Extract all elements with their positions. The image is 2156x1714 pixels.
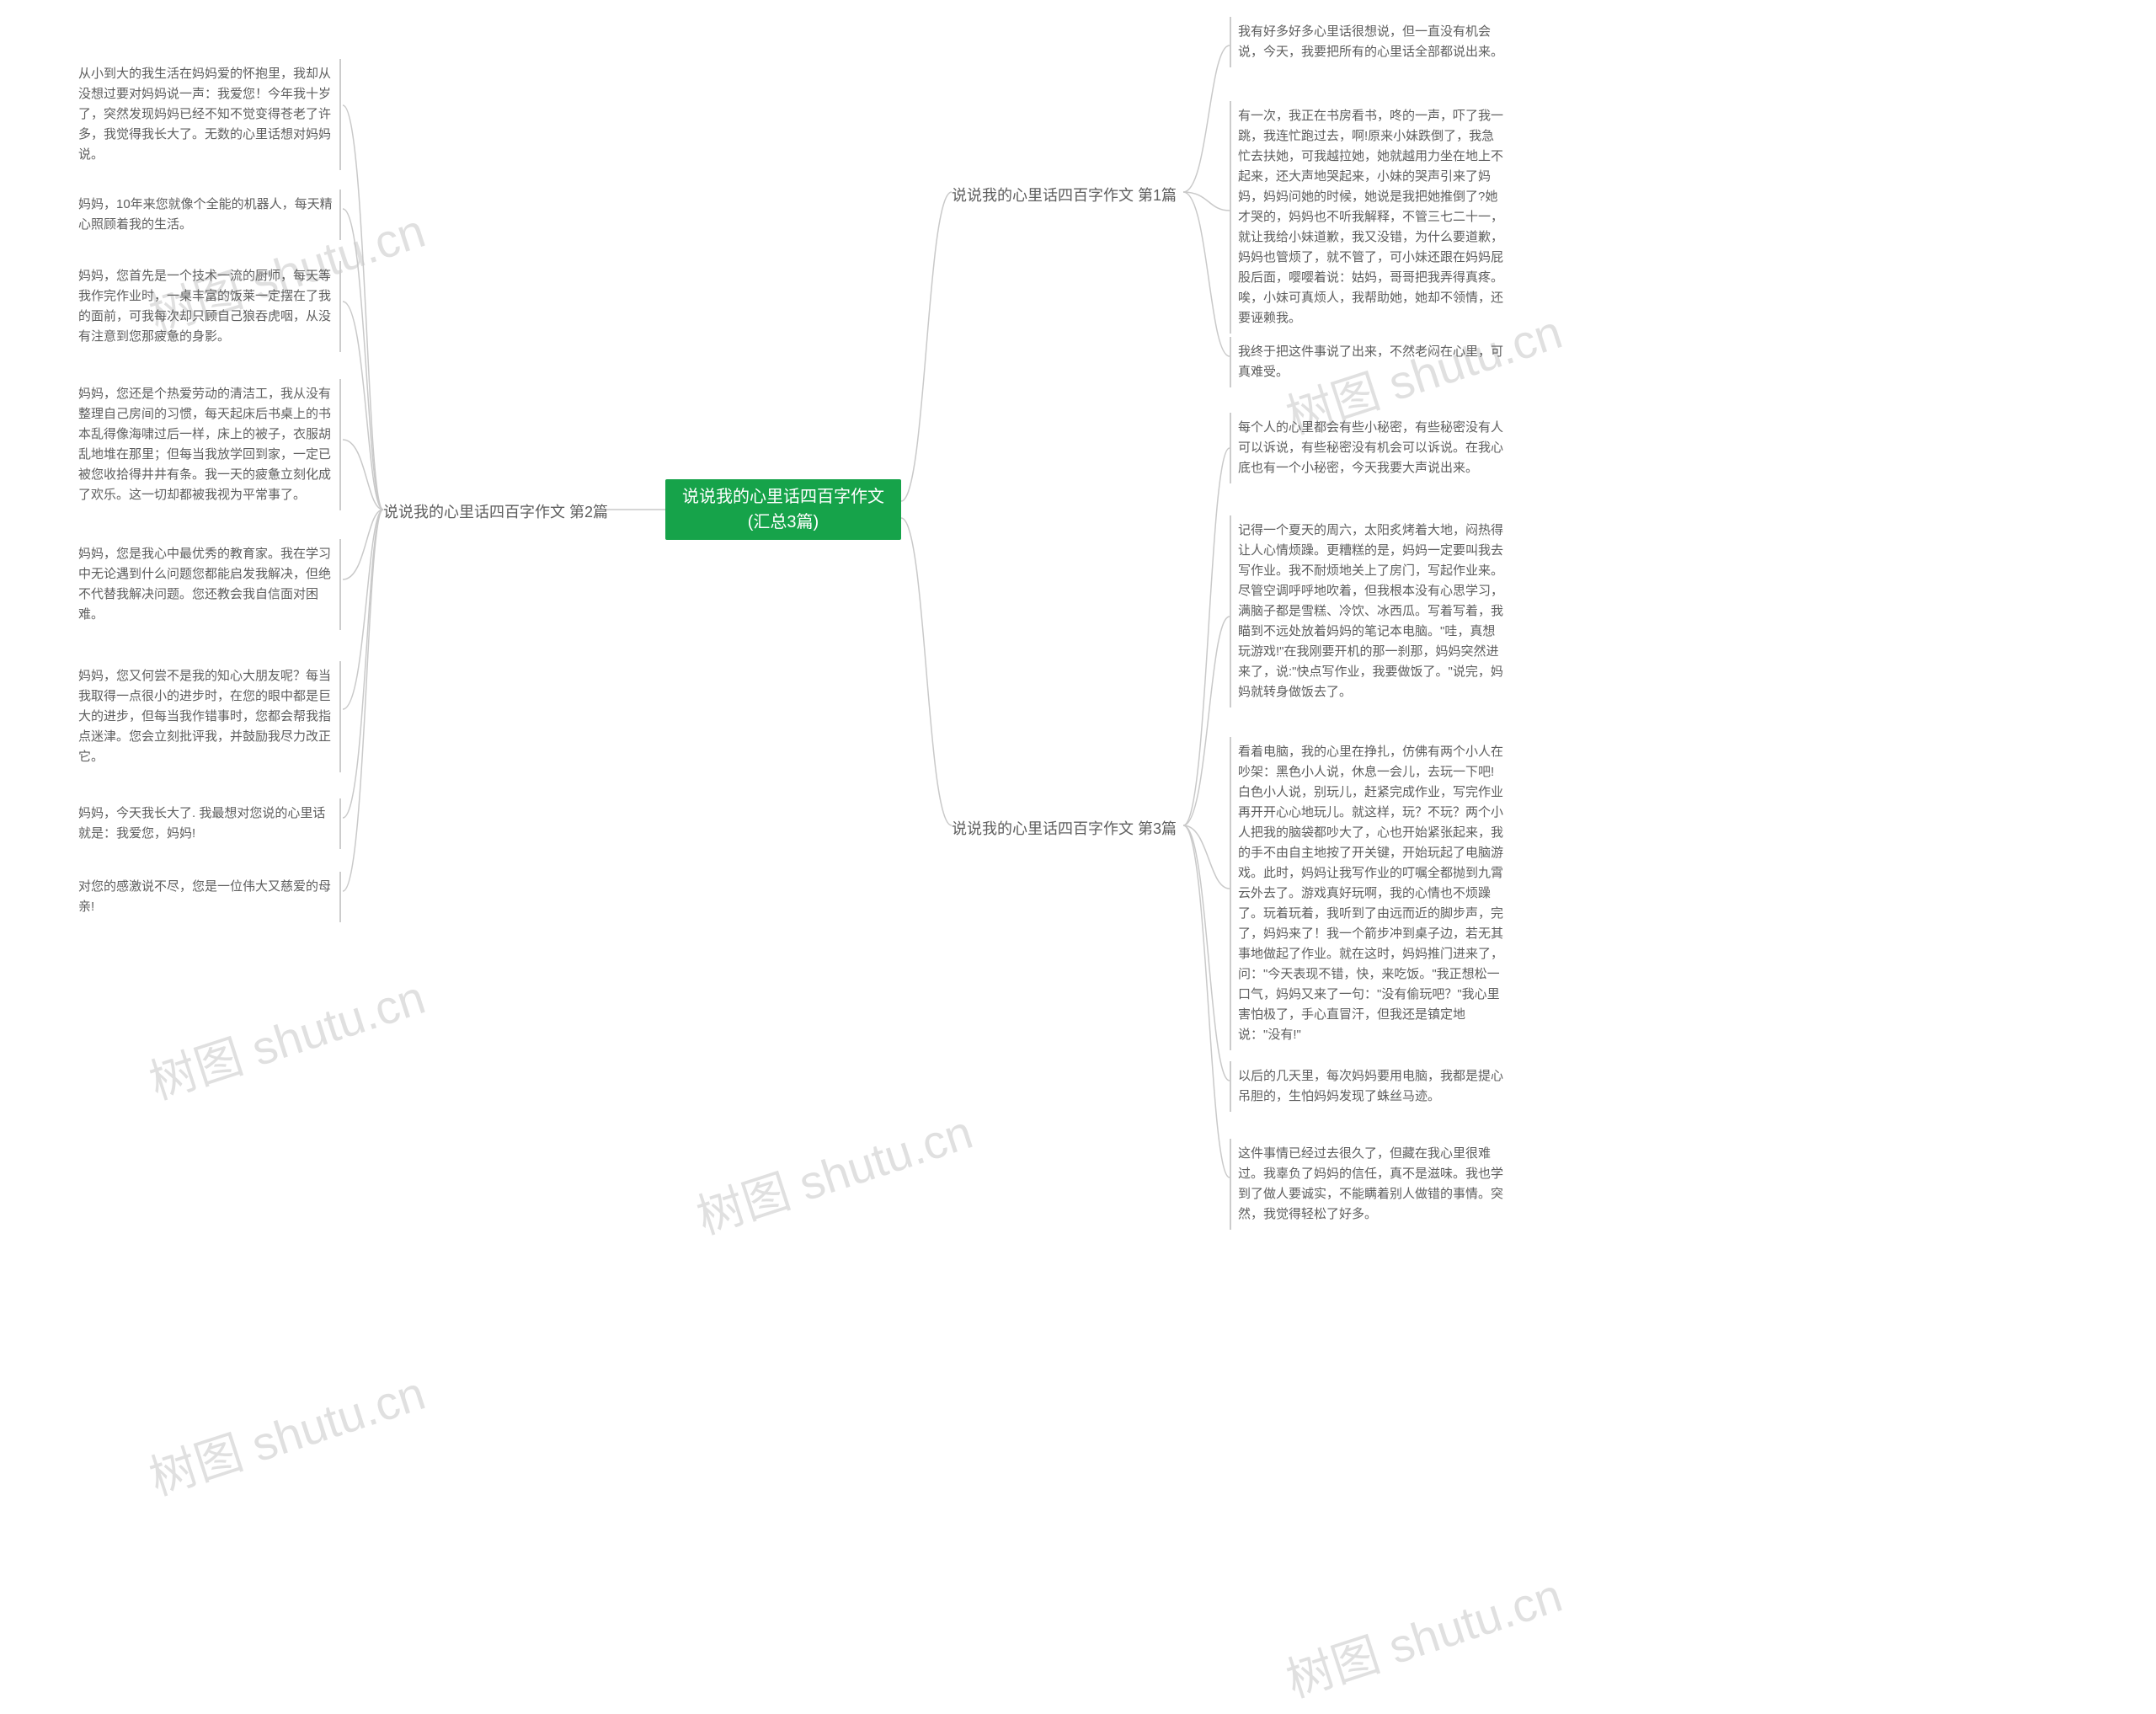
mindmap-center-node[interactable]: 说说我的心里话四百字作文(汇总3篇) — [665, 479, 901, 540]
leaf-node[interactable]: 这件事情已经过去很久了，但藏在我心里很难过。我辜负了妈妈的信任，真不是滋味。我也… — [1230, 1139, 1512, 1230]
leaf-node[interactable]: 妈妈，今天我长大了. 我最想对您说的心里话就是：我爱您，妈妈! — [72, 798, 341, 849]
leaf-node[interactable]: 妈妈，您是我心中最优秀的教育家。我在学习中无论遇到什么问题您都能启发我解决，但绝… — [72, 539, 341, 630]
leaf-node[interactable]: 以后的几天里，每次妈妈要用电脑，我都是提心吊胆的，生怕妈妈发现了蛛丝马迹。 — [1230, 1061, 1512, 1112]
leaf-node[interactable]: 记得一个夏天的周六，太阳炙烤着大地，闷热得让人心情烦躁。更糟糕的是，妈妈一定要叫… — [1230, 515, 1512, 707]
watermark: 树图 shutu.cn — [1277, 1558, 1570, 1711]
leaf-node[interactable]: 每个人的心里都会有些小秘密，有些秘密没有人可以诉说，有些秘密没有机会可以诉说。在… — [1230, 413, 1512, 483]
leaf-node[interactable]: 从小到大的我生活在妈妈爱的怀抱里，我却从没想过要对妈妈说一声：我爱您！今年我十岁… — [72, 59, 341, 170]
leaf-node[interactable]: 看着电脑，我的心里在挣扎，仿佛有两个小人在吵架：黑色小人说，休息一会儿，去玩一下… — [1230, 737, 1512, 1050]
leaf-node[interactable]: 我终于把这件事说了出来，不然老闷在心里，可真难受。 — [1230, 337, 1512, 387]
leaf-node[interactable]: 妈妈，您还是个热爱劳动的清洁工，我从没有整理自己房间的习惯，每天起床后书桌上的书… — [72, 379, 341, 510]
watermark: 树图 shutu.cn — [687, 1095, 980, 1248]
leaf-node[interactable]: 对您的感激说不尽，您是一位伟大又慈爱的母亲! — [72, 872, 341, 922]
leaf-node[interactable]: 妈妈，10年来您就像个全能的机器人，每天精心照顾着我的生活。 — [72, 190, 341, 240]
leaf-node[interactable]: 我有好多好多心里话很想说，但一直没有机会说，今天，我要把所有的心里话全部都说出来… — [1230, 17, 1512, 67]
watermark: 树图 shutu.cn — [140, 960, 433, 1113]
leaf-node[interactable]: 妈妈，您又何尝不是我的知心大朋友呢？每当我取得一点很小的进步时，在您的眼中都是巨… — [72, 661, 341, 772]
leaf-node[interactable]: 有一次，我正在书房看书，咚的一声，吓了我一跳，我连忙跑过去，啊!原来小妹跌倒了，… — [1230, 101, 1512, 334]
watermark: 树图 shutu.cn — [140, 1356, 433, 1509]
branch-label-essay3[interactable]: 说说我的心里话四百字作文 第3篇 — [952, 817, 1177, 839]
branch-label-essay1[interactable]: 说说我的心里话四百字作文 第1篇 — [952, 184, 1177, 206]
branch-label-essay2[interactable]: 说说我的心里话四百字作文 第2篇 — [383, 500, 608, 522]
leaf-node[interactable]: 妈妈，您首先是一个技术一流的厨师，每天等我作完作业时，一桌丰富的饭莱一定摆在了我… — [72, 261, 341, 352]
mindmap-connections — [0, 0, 2156, 1714]
